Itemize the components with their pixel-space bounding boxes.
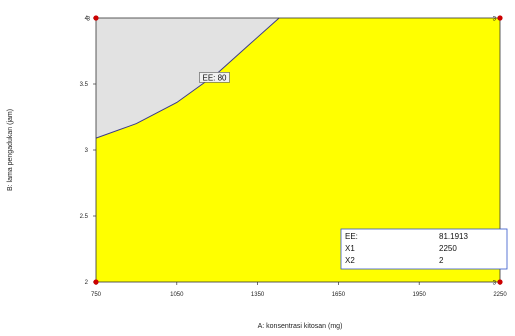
legend-row-value: 81.1913 — [439, 232, 468, 241]
design-point — [93, 15, 99, 21]
legend-row-value: 2 — [439, 256, 444, 265]
x-tick-label: 1050 — [170, 292, 184, 298]
x-axis: 750 1050 1350 1650 1950 2250 — [91, 282, 507, 298]
design-point-label: 3 — [493, 281, 497, 287]
infeasible-region — [96, 18, 280, 139]
y-tick-label: 3 — [85, 148, 89, 154]
contour-label-text: EE: 80 — [202, 73, 227, 82]
flag-legend: EE: 81.1913 X1 2250 X2 2 — [340, 228, 508, 270]
design-point — [497, 279, 503, 285]
x-tick-label: 2250 — [493, 292, 507, 298]
design-point — [93, 279, 99, 285]
design-point — [497, 15, 503, 21]
design-point-label: 3 — [87, 17, 91, 23]
y-axis-title: B: lama pengadukan (jam) — [7, 109, 14, 191]
y-tick-label: 4 — [85, 16, 89, 22]
design-points: 3 3 3 — [87, 15, 503, 287]
contour-label-box — [199, 72, 230, 83]
design-point-label: 3 — [493, 17, 497, 23]
x-tick-label: 1350 — [251, 292, 265, 298]
legend-row-value: 2250 — [439, 244, 457, 253]
x-tick-label: 750 — [91, 292, 102, 298]
y-axis: 2 2.5 3 3.5 4 — [80, 16, 96, 286]
legend-box — [340, 228, 508, 270]
contour-boundary-line — [95, 17, 280, 139]
y-tick-label: 3.5 — [80, 82, 89, 88]
x-tick-label: 1650 — [332, 292, 346, 298]
contour-boundary-label: EE: 80 — [199, 72, 230, 83]
x-axis-title: A: konsentrasi kitosan (mg) — [258, 323, 343, 330]
y-tick-label: 2.5 — [80, 214, 89, 220]
legend-row-name: EE: — [345, 232, 358, 241]
legend-row-name: X1 — [345, 244, 355, 253]
x-tick-label: 1950 — [413, 292, 427, 298]
legend-row-name: X2 — [345, 256, 355, 265]
y-tick-label: 2 — [85, 280, 89, 286]
